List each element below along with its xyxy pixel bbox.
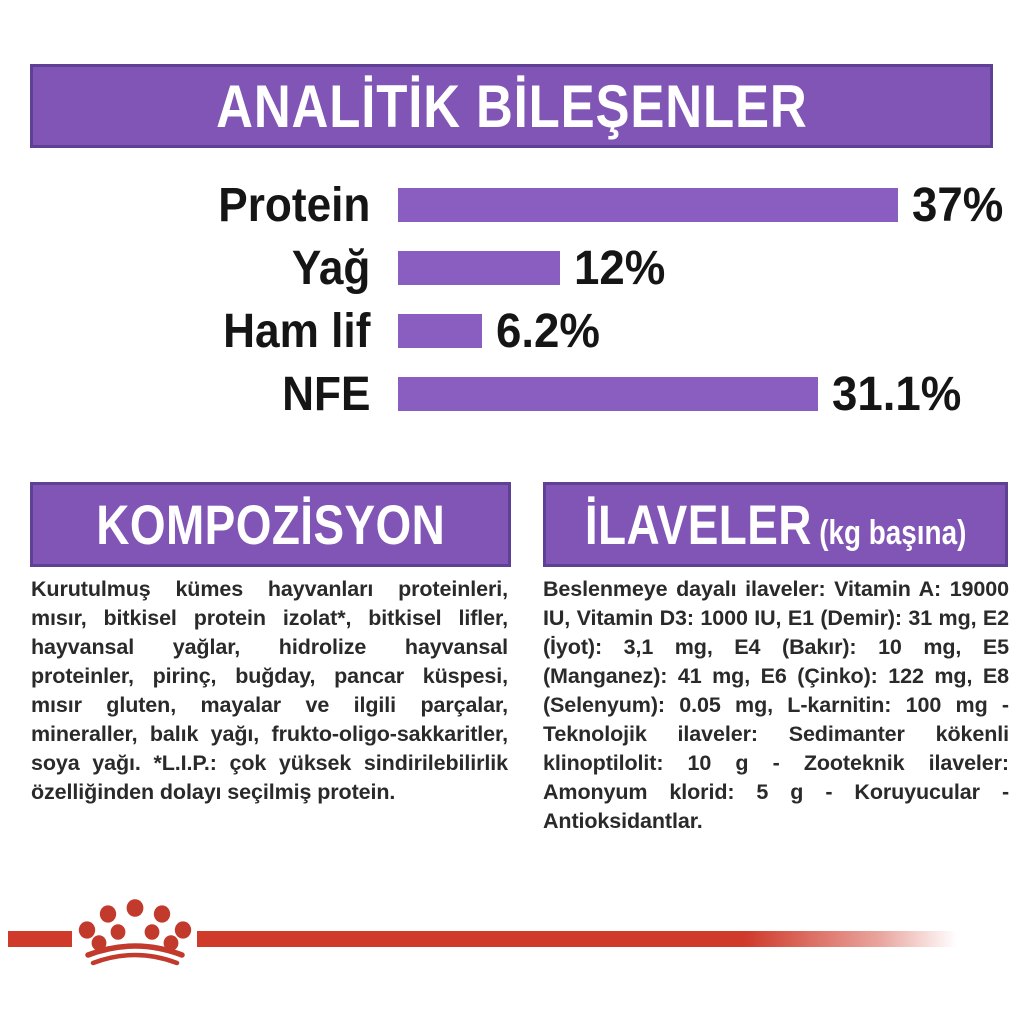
additives-title: İLAVELER — [584, 493, 812, 556]
composition-body-text: Kurutulmuş kümes hayvanları proteinleri,… — [31, 577, 508, 804]
bar-protein — [398, 188, 898, 222]
brand-rule-left-segment — [8, 931, 72, 947]
page-title: ANALİTİK BİLEŞENLER — [215, 72, 808, 140]
chart-row-protein: Protein 37% — [0, 179, 1024, 232]
chart-row-fat: Yağ 12% — [0, 242, 1024, 295]
section-header-composition: KOMPOZİSYON — [30, 482, 511, 567]
bar-fibre — [398, 314, 482, 348]
section-header-analytic: ANALİTİK BİLEŞENLER — [30, 64, 993, 148]
royal-canin-crown-icon — [78, 899, 192, 966]
additives-subtitle: (kg başına) — [819, 514, 967, 552]
bar-label-protein: Protein — [218, 178, 371, 232]
bar-fat — [398, 251, 560, 285]
bar-label-nfe: NFE — [282, 367, 371, 421]
bar-value-fibre: 6.2% — [496, 304, 600, 358]
brand-rule-main-segment — [197, 931, 957, 947]
additives-title-group: İLAVELER (kg başına) — [585, 492, 967, 557]
bar-label-fat: Yağ — [291, 241, 371, 295]
bar-label-fibre: Ham lif — [223, 304, 371, 358]
composition-title: KOMPOZİSYON — [96, 493, 445, 556]
chart-row-fibre: Ham lif 6.2% — [0, 305, 1024, 358]
section-header-additives: İLAVELER (kg başına) — [543, 482, 1008, 567]
bar-value-protein: 37% — [912, 178, 1004, 232]
analytic-bar-chart: Protein 37% Yağ 12% Ham lif 6.2% NFE 31.… — [0, 179, 1024, 440]
bar-value-fat: 12% — [574, 241, 666, 295]
bar-value-nfe: 31.1% — [832, 367, 962, 421]
additives-body-text: Beslenmeye dayalı ilaveler: Vitamin A: 1… — [543, 577, 1009, 833]
bar-nfe — [398, 377, 818, 411]
chart-row-nfe: NFE 31.1% — [0, 368, 1024, 421]
